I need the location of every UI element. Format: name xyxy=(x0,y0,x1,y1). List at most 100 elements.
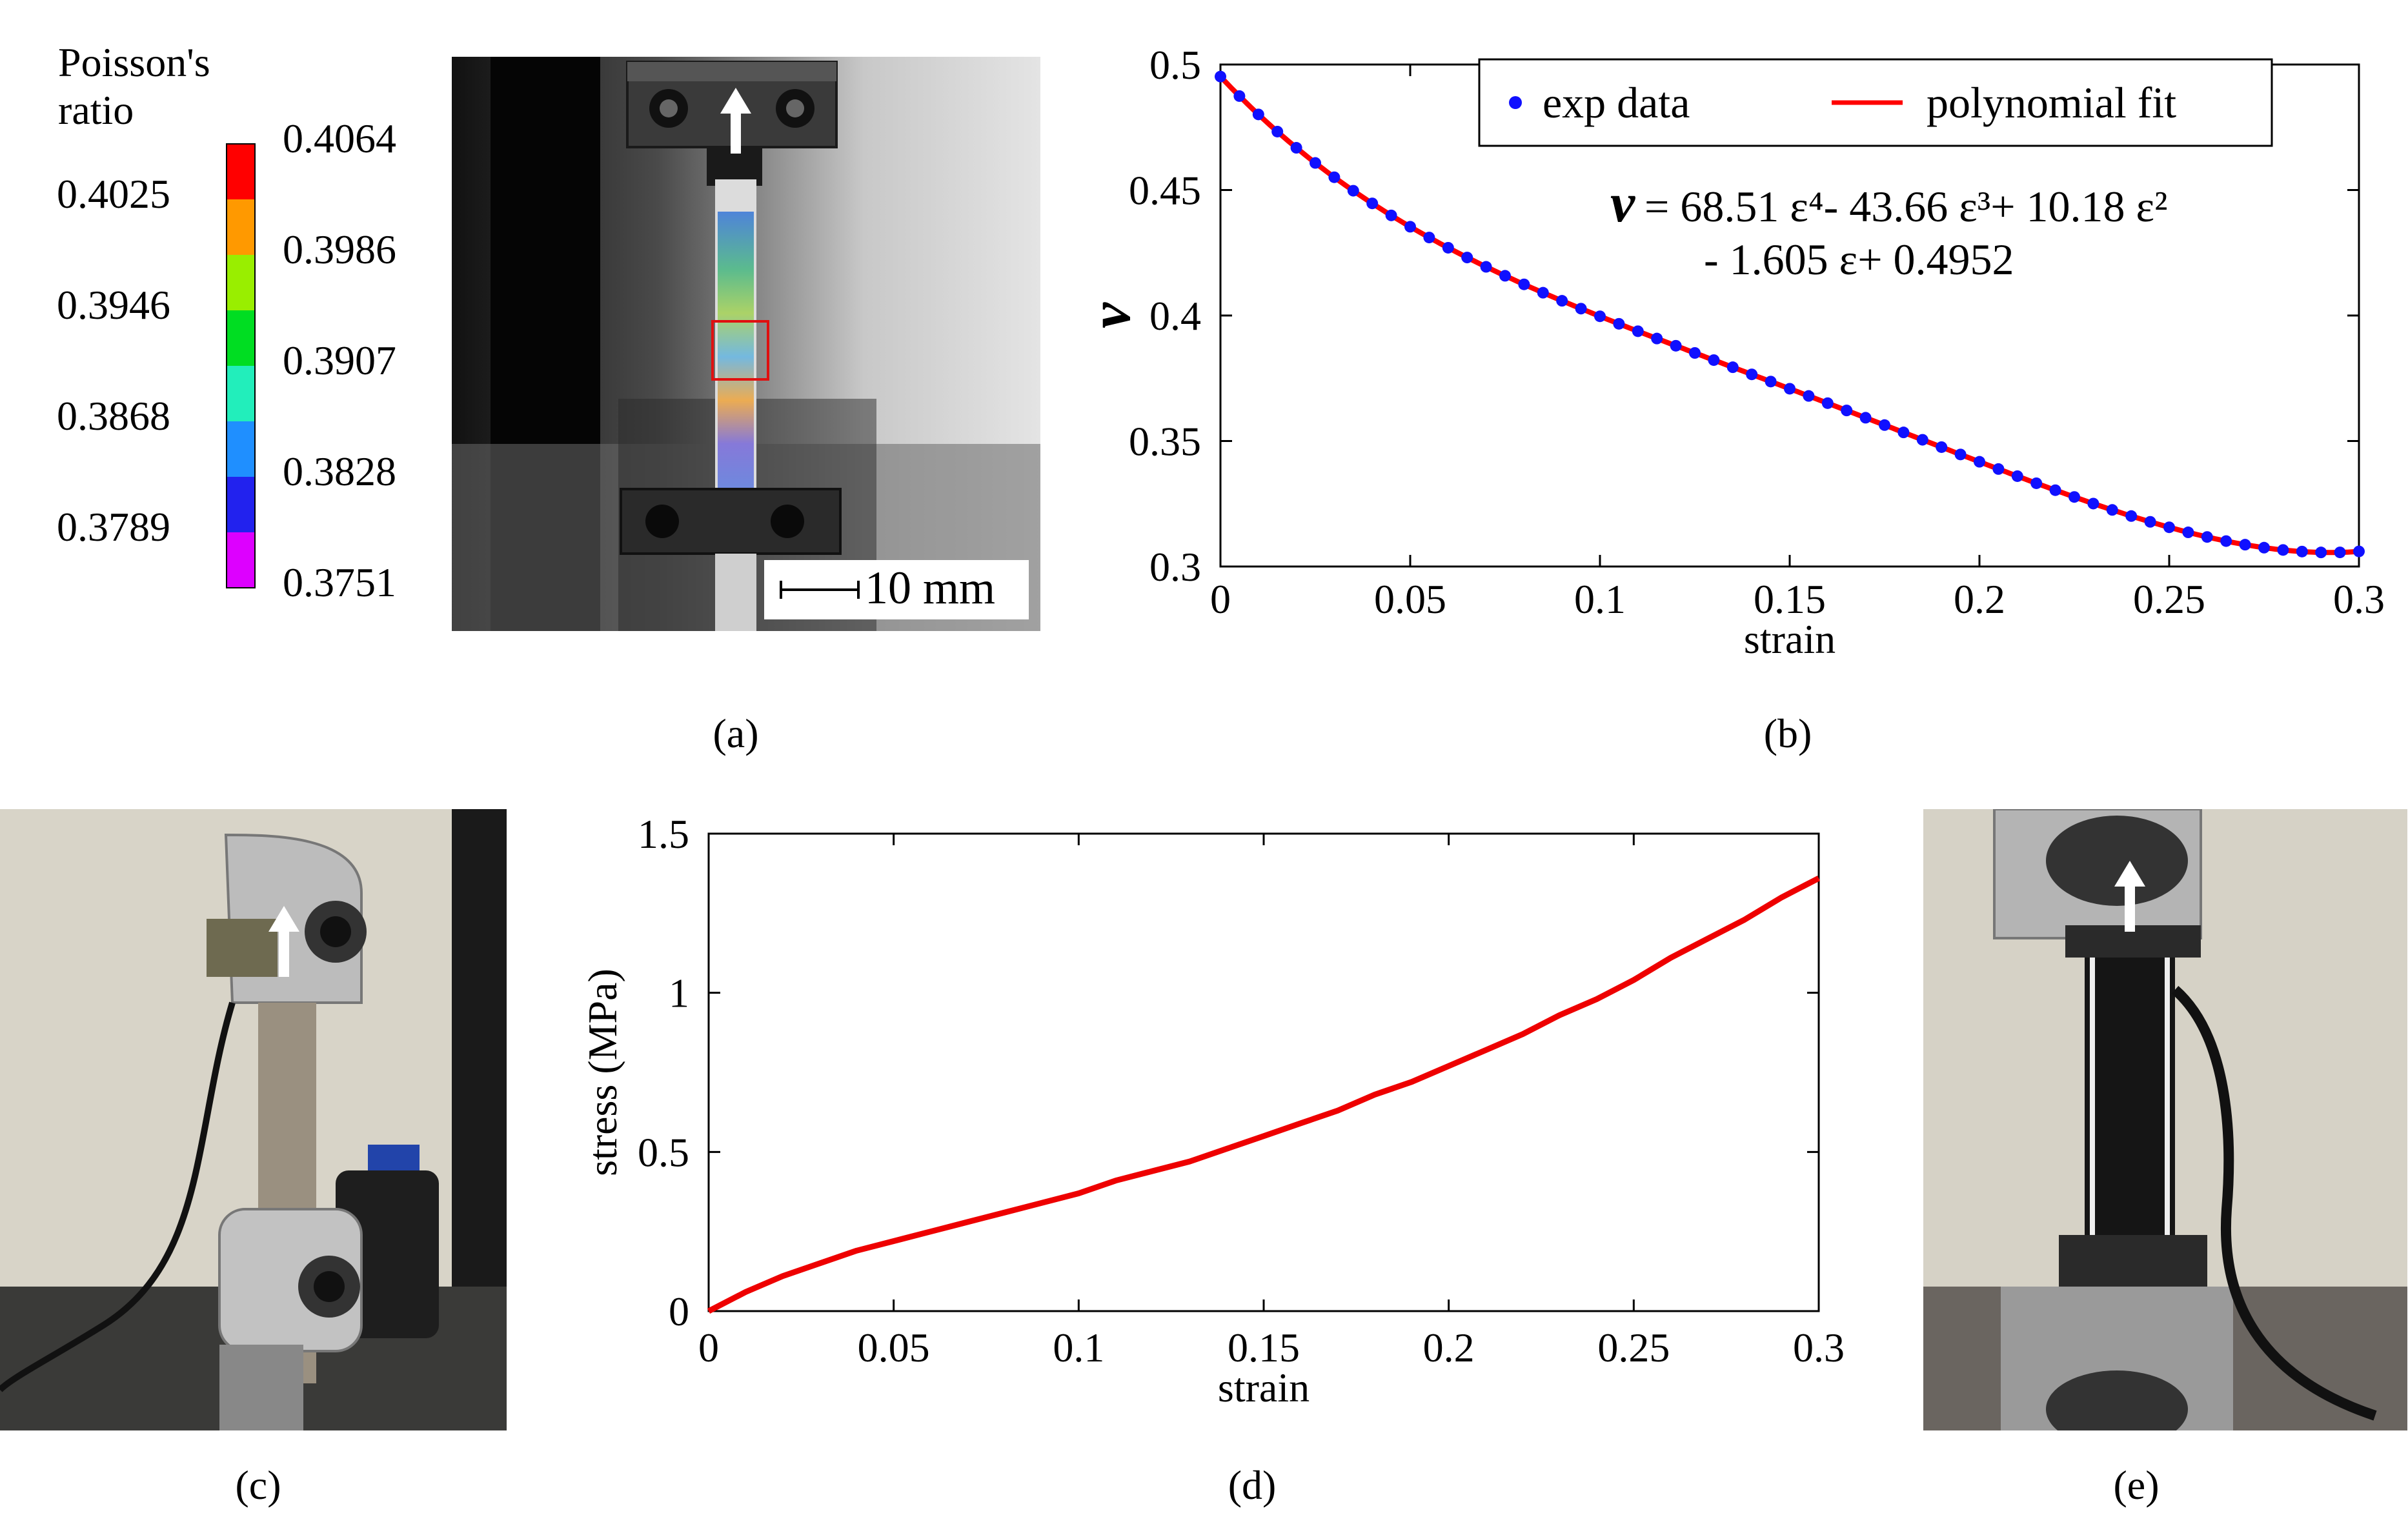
y-tick-label: 0.35 xyxy=(1129,419,1201,465)
equation-line-1: = 68.51 ε⁴- 43.66 ε³+ 10.18 ε² xyxy=(1644,182,2168,231)
data-point xyxy=(1215,70,1226,83)
colorbar-segment xyxy=(227,144,255,200)
data-point xyxy=(1385,209,1397,221)
test-setup-photo-e xyxy=(1923,809,2407,1430)
data-point xyxy=(1841,405,1853,417)
data-point xyxy=(1632,325,1644,337)
x-axis-label: strain xyxy=(1218,1365,1310,1410)
data-point xyxy=(2201,531,2213,543)
colorbar-title: Poisson's ratio xyxy=(58,39,210,133)
y-tick-label: 1 xyxy=(669,970,689,1016)
data-point xyxy=(1992,463,2005,475)
data-point xyxy=(1765,376,1777,388)
data-point xyxy=(1784,383,1796,395)
data-point xyxy=(1423,232,1435,244)
data-point xyxy=(2315,547,2327,559)
x-tick-label: 0 xyxy=(698,1325,719,1370)
data-point xyxy=(1537,286,1549,299)
chart-d: 0 0.05 0.1 0.15 0.2 0.25 0.3 0 0.5 1 1.5 strain stre… xyxy=(580,813,1845,1410)
colorbar-tick-right: 0.3986 xyxy=(283,226,396,272)
y-tick-label: 0.3 xyxy=(1149,544,1201,590)
data-point xyxy=(1708,354,1720,366)
dic-specimen-photo: 10 mm xyxy=(452,57,1040,631)
data-point xyxy=(2106,504,2118,516)
x-tick-label: 0.2 xyxy=(1423,1325,1475,1370)
x-tick-label: 0.15 xyxy=(1228,1325,1300,1370)
data-point xyxy=(2125,510,2138,522)
colorbar-segment xyxy=(227,255,255,311)
x-tick-label: 0.25 xyxy=(1597,1325,1670,1370)
data-point xyxy=(1442,241,1454,254)
data-point xyxy=(1310,157,1321,169)
data-point xyxy=(1670,339,1682,352)
y-tick-label: 0.4 xyxy=(1149,293,1201,339)
y-tick-label: 1.5 xyxy=(638,813,689,857)
data-point xyxy=(1821,397,1834,409)
data-point xyxy=(2353,545,2365,557)
data-point xyxy=(2049,484,2061,496)
colorbar-segment xyxy=(227,366,255,422)
colorbar-tick-right: 0.3907 xyxy=(283,337,396,383)
photo-c-illustration xyxy=(0,809,507,1430)
y-axis-label: stress (MPa) xyxy=(580,968,625,1176)
data-point xyxy=(1518,278,1530,290)
x-axis-label: strain xyxy=(1744,616,1836,662)
dic-photo-illustration xyxy=(452,57,1040,631)
colorbar-tick-right: 0.3751 xyxy=(283,559,396,605)
arrow-up-icon xyxy=(720,88,751,154)
colorbar-tick-right: 0.3828 xyxy=(283,448,396,494)
y-tick-label: 0.5 xyxy=(1149,42,1201,88)
panel-label-c: (c) xyxy=(235,1462,281,1508)
colorbar-segment xyxy=(227,477,255,533)
y-tick-label: 0 xyxy=(669,1289,689,1334)
x-tick-label: 0 xyxy=(1210,576,1231,622)
data-point xyxy=(2277,544,2289,556)
data-point xyxy=(1271,125,1284,137)
data-point xyxy=(1689,346,1701,359)
plot-frame xyxy=(707,832,1820,1312)
equation-line-2: - 1.605 ε+ 0.4952 xyxy=(1704,235,2014,284)
y-tick-label: 0.5 xyxy=(638,1129,689,1175)
colorbar-segment xyxy=(227,532,255,588)
data-point xyxy=(1954,448,1967,461)
y-tick-label: 0.45 xyxy=(1129,168,1201,214)
colorbar-tick-left: 0.3946 xyxy=(57,282,170,328)
data-point xyxy=(2163,521,2175,534)
data-point xyxy=(2296,545,2308,557)
panel-label-b: (b) xyxy=(1763,710,1812,756)
colorbar-segment xyxy=(227,199,255,256)
data-point xyxy=(2239,539,2251,551)
chart-b: 0 0.05 0.1 0.15 0.2 0.25 0.3 0.3 0.35 0.4 0.45 0.5 s… xyxy=(1084,42,2385,662)
data-point xyxy=(1859,412,1872,424)
photo-e-illustration xyxy=(1923,809,2407,1430)
data-point xyxy=(1461,252,1473,264)
colorbar xyxy=(226,143,256,588)
data-point xyxy=(1613,317,1625,330)
data-point xyxy=(1746,368,1758,381)
data-point xyxy=(1879,419,1890,431)
x-tick-label: 0.15 xyxy=(1754,576,1826,622)
data-point xyxy=(2258,541,2270,554)
x-tick-label: 0.3 xyxy=(2333,576,2385,622)
x-tick-label: 0.2 xyxy=(1954,576,2005,622)
x-tick-label: 0.1 xyxy=(1574,576,1626,622)
test-setup-photo-c xyxy=(0,809,507,1430)
data-point xyxy=(2144,516,2156,528)
data-point xyxy=(2334,547,2346,559)
data-point xyxy=(2182,527,2194,539)
panel-label-e: (e) xyxy=(2113,1462,2160,1508)
data-point xyxy=(1575,303,1587,315)
colorbar-tick-left: 0.3789 xyxy=(57,504,170,550)
stress-strain-line xyxy=(707,876,1821,1314)
colorbar-tick-left: 0.4025 xyxy=(57,171,170,217)
data-point xyxy=(2087,497,2099,510)
roi-box xyxy=(711,320,769,381)
data-point xyxy=(1803,390,1815,402)
x-tick-label: 0.25 xyxy=(2133,576,2205,622)
x-tick-label: 0.05 xyxy=(858,1325,930,1370)
data-point xyxy=(1594,310,1606,323)
data-point xyxy=(1233,90,1246,102)
data-point xyxy=(1347,185,1359,197)
x-tick-label: 0.05 xyxy=(1374,576,1446,622)
arrow-up-icon xyxy=(2114,861,2145,932)
